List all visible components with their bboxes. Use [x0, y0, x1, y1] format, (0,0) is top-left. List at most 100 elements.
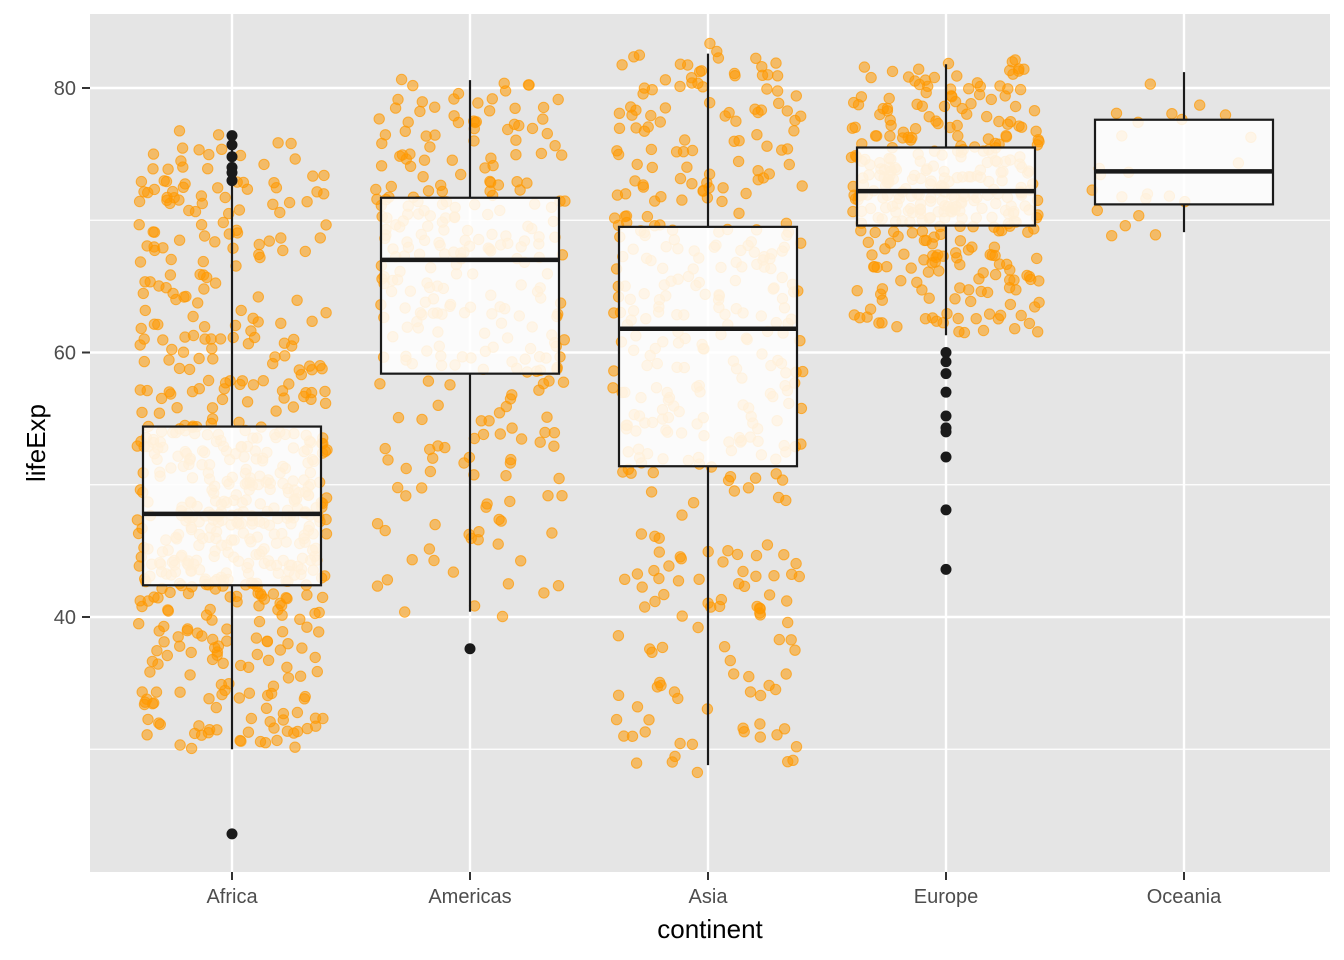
- data-point: [422, 375, 435, 387]
- data-point: [210, 701, 223, 714]
- data-point: [952, 130, 964, 142]
- data-point: [763, 168, 775, 180]
- data-point: [553, 472, 565, 485]
- data-point: [862, 236, 874, 249]
- data-point: [1110, 107, 1123, 120]
- data-point: [785, 634, 797, 646]
- data-point: [1004, 298, 1017, 311]
- data-point: [301, 589, 313, 601]
- data-point: [653, 572, 665, 585]
- data-point: [494, 428, 506, 440]
- data-point: [406, 554, 418, 566]
- data-point: [314, 232, 326, 244]
- data-point: [686, 178, 698, 190]
- data-point: [320, 307, 332, 319]
- data-point: [379, 442, 391, 455]
- data-point: [781, 595, 793, 607]
- data-point: [918, 234, 931, 247]
- data-point: [275, 317, 287, 329]
- data-point: [307, 170, 319, 182]
- data-point: [1091, 204, 1104, 217]
- data-point: [913, 63, 925, 75]
- data-point: [750, 570, 762, 582]
- outlier-point: [940, 347, 952, 358]
- data-point: [298, 390, 310, 403]
- data-point: [645, 143, 658, 156]
- data-point: [148, 591, 160, 603]
- data-point: [468, 135, 480, 147]
- data-point: [1009, 100, 1022, 113]
- data-point: [247, 312, 259, 324]
- data-point: [179, 331, 191, 343]
- data-point: [891, 321, 903, 333]
- data-point: [728, 668, 740, 680]
- data-point: [139, 304, 152, 317]
- data-point: [242, 726, 255, 738]
- data-point: [283, 378, 295, 390]
- data-point: [179, 178, 191, 190]
- data-point: [385, 180, 397, 193]
- data-point: [274, 206, 286, 219]
- data-point: [135, 175, 148, 188]
- data-point: [429, 518, 441, 531]
- data-point: [643, 714, 655, 726]
- data-point: [724, 471, 737, 483]
- data-point: [147, 148, 160, 160]
- data-point: [245, 712, 258, 725]
- data-point: [167, 185, 179, 198]
- data-point: [963, 83, 975, 95]
- data-point: [185, 646, 197, 659]
- box-americas: [379, 80, 561, 655]
- data-point: [275, 232, 287, 244]
- data-point: [424, 465, 437, 478]
- outlier-point: [226, 828, 238, 840]
- data-point: [217, 216, 230, 229]
- data-point: [173, 362, 186, 375]
- data-point: [267, 588, 280, 600]
- data-point: [492, 179, 505, 191]
- data-point: [919, 313, 932, 325]
- data-point: [400, 462, 412, 475]
- data-point: [316, 591, 329, 604]
- data-point: [162, 163, 174, 175]
- data-point: [932, 249, 944, 261]
- data-point: [1166, 108, 1178, 120]
- data-point: [876, 283, 889, 295]
- data-point: [909, 75, 921, 87]
- data-point: [781, 105, 793, 117]
- data-point: [395, 73, 408, 86]
- data-point: [930, 115, 942, 127]
- data-point: [886, 65, 899, 78]
- data-point: [898, 248, 910, 260]
- data-point: [291, 294, 303, 306]
- data-point: [631, 568, 644, 580]
- data-point: [197, 255, 210, 268]
- data-point: [679, 134, 691, 146]
- data-point: [526, 122, 539, 135]
- data-point: [193, 144, 205, 156]
- data-point: [933, 265, 945, 277]
- data-point: [282, 638, 294, 650]
- data-point: [227, 331, 239, 344]
- data-point: [538, 587, 550, 599]
- data-point: [492, 538, 504, 550]
- data-point: [1002, 118, 1014, 130]
- y-tick-label: 80: [54, 78, 76, 100]
- data-point: [224, 591, 236, 603]
- data-point: [883, 92, 895, 105]
- data-point: [612, 689, 625, 701]
- data-point: [992, 313, 1005, 325]
- data-point: [761, 83, 773, 95]
- data-point: [206, 342, 218, 355]
- data-point: [546, 527, 558, 539]
- data-point: [262, 654, 275, 666]
- data-point: [888, 226, 900, 238]
- data-point: [923, 292, 935, 304]
- data-point: [871, 130, 883, 142]
- data-point: [416, 482, 428, 494]
- data-point: [773, 633, 785, 646]
- data-point: [654, 676, 666, 689]
- data-point: [177, 346, 190, 358]
- data-point: [1119, 220, 1132, 232]
